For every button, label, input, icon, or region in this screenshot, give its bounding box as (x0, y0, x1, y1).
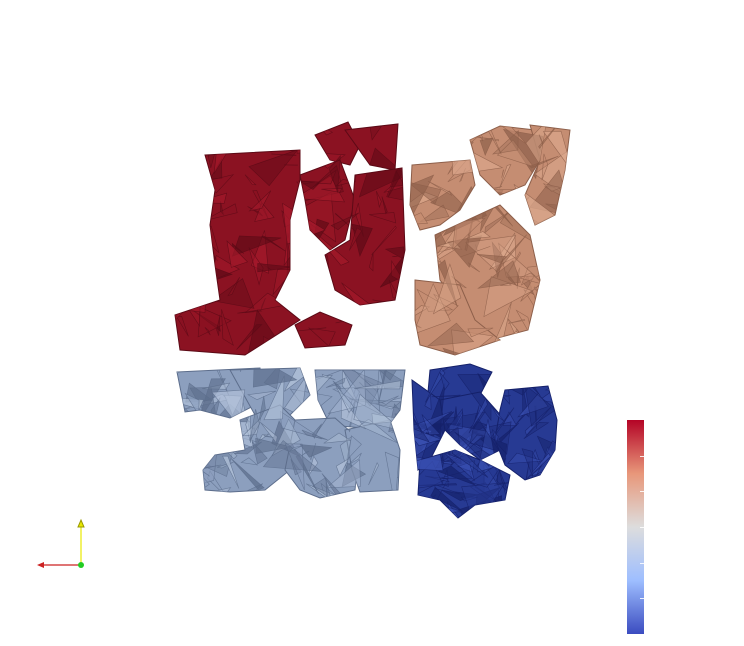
bottom-right-fragment-cluster (411, 363, 558, 519)
top-left-fragment-cluster (174, 121, 406, 356)
orientation-axes-icon (37, 518, 85, 568)
colorbar-tick (640, 598, 644, 600)
bottom-left-fragment-cluster (176, 367, 406, 499)
y-axis-cone (77, 518, 85, 528)
colorbar-gradient (627, 420, 644, 634)
colorbar-tick (640, 455, 644, 457)
colorbar-tick (640, 491, 644, 493)
top-right-fragment-cluster (409, 124, 571, 356)
colorbar-tick (640, 562, 644, 564)
colorbar-legend (627, 420, 644, 634)
colorbar-tick (640, 527, 644, 528)
x-axis-cone (37, 562, 44, 568)
z-axis-dot (78, 562, 84, 568)
